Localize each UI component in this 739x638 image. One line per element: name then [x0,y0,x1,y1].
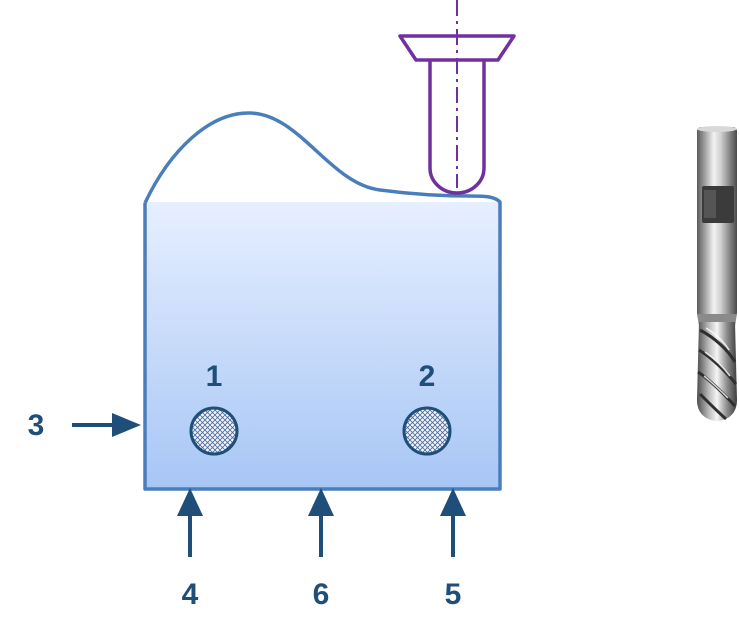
end-mill-icon [697,126,738,421]
workpiece-body [145,112,498,203]
label-support-4: 4 [182,578,199,611]
hole-1 [189,406,239,456]
hole-2 [402,406,452,456]
label-support-3: 3 [28,409,45,442]
ball-end-mill-icon [398,0,516,195]
label-hole-2: 2 [419,360,436,393]
label-support-6: 6 [313,578,330,611]
arrow-icon [177,488,203,557]
arrow-icon [440,488,466,557]
tool-holder [398,34,516,62]
tool-shank [428,60,486,195]
workpiece-outline [143,111,502,491]
arrow-icon [308,488,334,557]
label-hole-1: 1 [206,360,223,393]
label-support-5: 5 [445,578,462,611]
arrow-icon [72,413,141,437]
